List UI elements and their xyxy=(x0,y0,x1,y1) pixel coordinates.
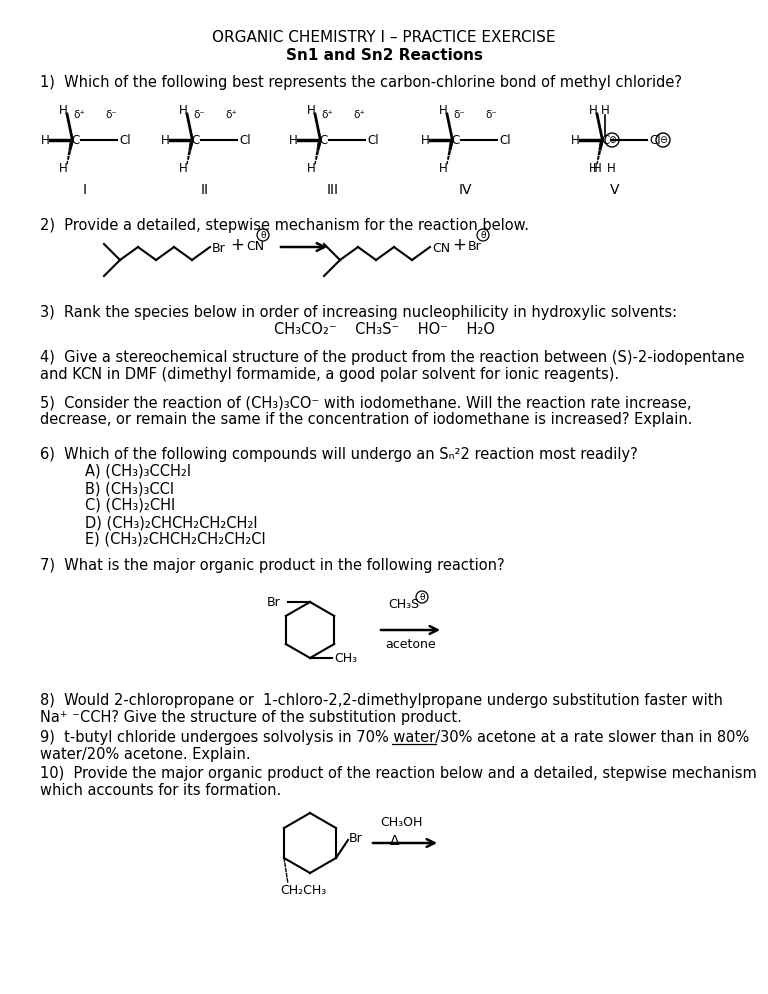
Text: θ: θ xyxy=(260,231,266,240)
Text: 9)  t-butyl chloride undergoes solvolysis in 70% water/30% acetone at a rate slo: 9) t-butyl chloride undergoes solvolysis… xyxy=(40,730,750,762)
Text: δ⁻: δ⁻ xyxy=(453,110,465,120)
Text: H: H xyxy=(588,161,598,175)
Text: Sn1 and Sn2 Reactions: Sn1 and Sn2 Reactions xyxy=(286,48,482,63)
Text: H: H xyxy=(179,103,187,116)
Text: δ⁻: δ⁻ xyxy=(193,110,205,120)
Text: 1)  Which of the following best represents the carbon-chlorine bond of methyl ch: 1) Which of the following best represent… xyxy=(40,75,682,90)
Text: I: I xyxy=(83,183,87,197)
Text: H: H xyxy=(306,103,316,116)
Text: +: + xyxy=(452,236,466,254)
Text: θ: θ xyxy=(419,592,425,601)
Text: H: H xyxy=(601,103,609,116)
Text: H: H xyxy=(58,103,68,116)
Text: δ⁻: δ⁻ xyxy=(485,110,497,120)
Text: Cl: Cl xyxy=(119,133,131,146)
Text: ⊖: ⊖ xyxy=(659,135,667,145)
Text: D) (CH₃)₂CHCH₂CH₂CH₂I: D) (CH₃)₂CHCH₂CH₂CH₂I xyxy=(85,515,257,530)
Text: +: + xyxy=(230,236,244,254)
Text: ⊕: ⊕ xyxy=(608,135,616,145)
Text: Br: Br xyxy=(267,595,281,608)
Text: H: H xyxy=(161,133,170,146)
Text: 3)  Rank the species below in order of increasing nucleophilicity in hydroxylic : 3) Rank the species below in order of in… xyxy=(40,305,677,320)
Text: δ⁺: δ⁺ xyxy=(225,110,237,120)
Text: V: V xyxy=(611,183,620,197)
Text: E) (CH₃)₂CHCH₂CH₂CH₂Cl: E) (CH₃)₂CHCH₂CH₂CH₂Cl xyxy=(85,532,266,547)
Text: B) (CH₃)₃CCl: B) (CH₃)₃CCl xyxy=(85,481,174,496)
Text: δ⁻: δ⁻ xyxy=(105,110,117,120)
Text: Br: Br xyxy=(212,243,226,255)
Text: 4)  Give a stereochemical structure of the product from the reaction between (S): 4) Give a stereochemical structure of th… xyxy=(40,350,744,383)
Text: C: C xyxy=(71,133,79,146)
Text: CN: CN xyxy=(246,241,264,253)
Text: H: H xyxy=(439,161,448,175)
Text: CH₂CH₃: CH₂CH₃ xyxy=(280,884,326,897)
Text: 8)  Would 2-chloropropane or  1-chloro-2,2-dimethylpropane undergo substitution : 8) Would 2-chloropropane or 1-chloro-2,2… xyxy=(40,693,723,726)
Text: H: H xyxy=(41,133,49,146)
Text: 5)  Consider the reaction of (CH₃)₃CO⁻ with iodomethane. Will the reaction rate : 5) Consider the reaction of (CH₃)₃CO⁻ wi… xyxy=(40,395,693,427)
Text: H: H xyxy=(571,133,579,146)
Text: A) (CH₃)₃CCH₂I: A) (CH₃)₃CCH₂I xyxy=(85,464,191,479)
Text: H: H xyxy=(179,161,187,175)
Text: IV: IV xyxy=(458,183,472,197)
Text: C: C xyxy=(451,133,459,146)
Text: H: H xyxy=(289,133,297,146)
Text: θ: θ xyxy=(480,231,485,240)
Text: C: C xyxy=(319,133,327,146)
Text: H: H xyxy=(588,103,598,116)
Text: 6)  Which of the following compounds will undergo an Sₙ²2 reaction most readily?: 6) Which of the following compounds will… xyxy=(40,447,637,462)
Text: Br: Br xyxy=(468,241,482,253)
Text: ORGANIC CHEMISTRY I – PRACTICE EXERCISE: ORGANIC CHEMISTRY I – PRACTICE EXERCISE xyxy=(212,30,556,45)
Text: H: H xyxy=(306,161,316,175)
Text: CN: CN xyxy=(432,243,450,255)
Text: II: II xyxy=(201,183,209,197)
Text: Cl: Cl xyxy=(499,133,511,146)
Text: CH₃S: CH₃S xyxy=(388,598,419,611)
Text: CH₃CO₂⁻    CH₃S⁻    HO⁻    H₂O: CH₃CO₂⁻ CH₃S⁻ HO⁻ H₂O xyxy=(273,322,495,337)
Text: Δ: Δ xyxy=(390,834,400,848)
Text: C: C xyxy=(191,133,199,146)
Text: H: H xyxy=(607,161,615,175)
Text: 10)  Provide the major organic product of the reaction below and a detailed, ste: 10) Provide the major organic product of… xyxy=(40,766,756,798)
Text: H: H xyxy=(439,103,448,116)
Text: CH₃OH: CH₃OH xyxy=(380,816,422,830)
Text: acetone: acetone xyxy=(386,637,435,650)
Text: Cl: Cl xyxy=(367,133,379,146)
Text: III: III xyxy=(327,183,339,197)
Text: H: H xyxy=(58,161,68,175)
Text: δ⁺: δ⁺ xyxy=(73,110,85,120)
Text: δ⁺: δ⁺ xyxy=(321,110,333,120)
Text: 2)  Provide a detailed, stepwise mechanism for the reaction below.: 2) Provide a detailed, stepwise mechanis… xyxy=(40,218,529,233)
Text: C) (CH₃)₂CHI: C) (CH₃)₂CHI xyxy=(85,498,175,513)
Text: Cl: Cl xyxy=(649,133,660,146)
Text: H: H xyxy=(593,161,601,175)
Text: CH₃: CH₃ xyxy=(334,651,357,665)
Text: C: C xyxy=(601,133,609,146)
Text: δ⁺: δ⁺ xyxy=(353,110,365,120)
Text: H: H xyxy=(421,133,429,146)
Text: Br: Br xyxy=(349,832,362,845)
Text: Cl: Cl xyxy=(239,133,250,146)
Text: 7)  What is the major organic product in the following reaction?: 7) What is the major organic product in … xyxy=(40,558,505,573)
